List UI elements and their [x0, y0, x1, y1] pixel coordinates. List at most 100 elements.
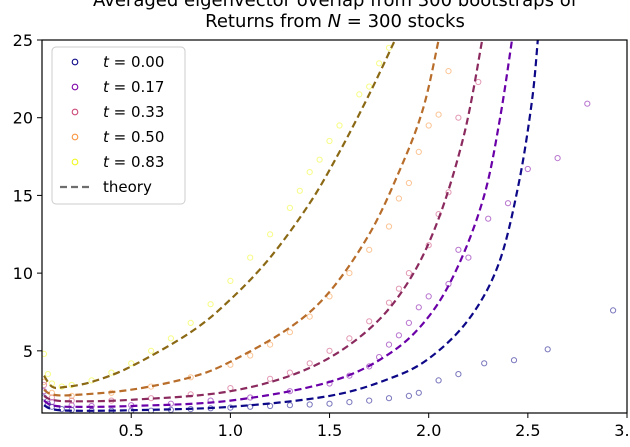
- scatter-point: [481, 360, 488, 367]
- scatter-point: [405, 319, 412, 326]
- scatter-point: [286, 369, 293, 376]
- scatter-point: [58, 406, 65, 413]
- scatter-point: [346, 399, 353, 406]
- scatter-point: [326, 347, 333, 354]
- scatter-point: [425, 293, 432, 300]
- scatter-point: [455, 114, 462, 121]
- scatter-point: [306, 360, 313, 367]
- scatter-point: [306, 313, 313, 320]
- scatter-point: [227, 277, 234, 284]
- scatter-point: [44, 371, 52, 378]
- y-tick-label: 15: [13, 186, 33, 205]
- scatter-point: [455, 371, 462, 378]
- scatter-point: [465, 254, 472, 261]
- legend-box: [51, 46, 186, 205]
- scatter-point: [376, 60, 383, 67]
- scatter-point: [524, 165, 531, 173]
- scatter-point: [405, 392, 412, 399]
- scatter-point: [42, 350, 48, 357]
- x-axis: 0.5 1.0 1.5 2.0 2.5 3.0: [119, 413, 630, 440]
- scatter-point: [247, 352, 254, 359]
- scatter-point: [395, 285, 402, 292]
- scatter-point: [306, 169, 313, 176]
- legend-label: t = 0.17: [103, 78, 164, 96]
- scatter-point: [247, 403, 254, 410]
- scatter-point: [445, 68, 452, 75]
- scatter-point: [306, 401, 313, 408]
- scatter-point: [415, 389, 422, 396]
- scatter-point: [316, 156, 323, 163]
- scatter-point: [247, 254, 254, 261]
- scatter-point: [356, 91, 363, 98]
- scatter-point: [286, 204, 293, 211]
- scatter-point: [435, 377, 442, 384]
- scatter-point: [455, 246, 462, 253]
- scatter-point: [395, 332, 402, 339]
- scatter-point: [475, 78, 482, 86]
- y-axis: 5 10 15 20 25: [13, 31, 42, 361]
- scatter-point: [267, 402, 274, 410]
- scatter-point: [148, 347, 155, 354]
- scatter-point: [425, 122, 432, 129]
- scatter-point: [48, 399, 56, 406]
- x-tick-label: 2.5: [515, 421, 540, 440]
- legend-marker: [71, 158, 79, 166]
- x-tick-label: 1.0: [218, 421, 243, 440]
- scatter-point: [544, 346, 551, 353]
- scatter-point: [346, 372, 353, 379]
- scatter-point: [610, 307, 617, 314]
- legend-label: t = 0.00: [103, 53, 164, 71]
- chart-title-line2: Returns from N = 300 stocks: [205, 11, 465, 32]
- theory-line-1: [43, 40, 514, 408]
- y-tick-label: 5: [23, 342, 33, 361]
- legend-marker: [71, 108, 79, 116]
- scatter-point: [267, 231, 274, 238]
- scatter-point: [405, 179, 412, 187]
- scatter-point: [108, 369, 115, 376]
- scatter-point: [510, 357, 518, 364]
- scatter-point: [366, 83, 373, 90]
- scatter-point: [385, 341, 393, 348]
- scatter-point: [584, 100, 591, 107]
- scatter-point: [366, 246, 373, 253]
- scatter-point: [445, 189, 452, 196]
- theory-line-4: [43, 40, 396, 390]
- scatter-point: [286, 329, 293, 336]
- legend-marker: [71, 133, 79, 141]
- scatter-point: [366, 318, 373, 325]
- scatter-point: [385, 223, 393, 230]
- chart-title-line1: Averaged eigenvector overlap from 300 bo…: [93, 0, 578, 11]
- scatter-point: [405, 270, 412, 277]
- scatter-point: [68, 402, 75, 409]
- y-tick-label: 20: [13, 109, 33, 128]
- x-tick-label: 1.5: [317, 421, 342, 440]
- scatter-point: [286, 402, 293, 409]
- scatter-point: [326, 137, 333, 145]
- theory-line-3: [43, 40, 440, 397]
- scatter-point: [435, 111, 442, 118]
- theory-line-2: [43, 40, 484, 403]
- legend-label: t = 0.83: [103, 153, 164, 171]
- scatter-point: [296, 187, 303, 194]
- legend-label: t = 0.33: [103, 103, 164, 121]
- plot-area: [42, 40, 617, 413]
- series-4: [42, 44, 393, 390]
- y-tick-label: 10: [13, 264, 33, 283]
- scatter-point: [42, 381, 48, 389]
- scatter-point: [267, 375, 274, 382]
- legend-label: theory: [103, 178, 152, 196]
- series-0: [42, 307, 617, 413]
- x-tick-label: 3.0: [614, 421, 630, 440]
- scatter-point: [346, 335, 353, 342]
- scatter-point: [207, 301, 214, 308]
- scatter-point: [395, 195, 402, 202]
- legend-marker: [71, 83, 79, 91]
- scatter-point: [366, 363, 373, 370]
- scatter-point: [187, 319, 194, 326]
- legend-marker: [71, 58, 79, 66]
- x-tick-label: 0.5: [119, 421, 144, 440]
- scatter-point: [346, 270, 353, 277]
- scatter-point: [167, 400, 174, 407]
- scatter-point: [128, 360, 135, 367]
